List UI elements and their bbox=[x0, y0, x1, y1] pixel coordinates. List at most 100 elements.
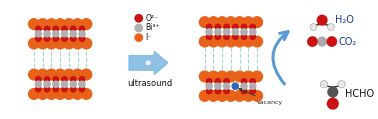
Circle shape bbox=[36, 26, 41, 32]
Circle shape bbox=[217, 17, 228, 27]
Circle shape bbox=[215, 29, 221, 35]
Circle shape bbox=[53, 26, 59, 32]
Circle shape bbox=[215, 83, 221, 89]
Circle shape bbox=[62, 77, 67, 82]
Circle shape bbox=[217, 36, 228, 47]
Circle shape bbox=[328, 87, 338, 97]
Circle shape bbox=[61, 31, 68, 37]
Circle shape bbox=[241, 83, 247, 89]
Circle shape bbox=[64, 19, 74, 29]
Circle shape bbox=[62, 86, 67, 92]
Circle shape bbox=[206, 79, 212, 84]
Circle shape bbox=[223, 29, 230, 35]
Circle shape bbox=[79, 86, 85, 92]
FancyArrowPatch shape bbox=[273, 32, 288, 84]
Circle shape bbox=[44, 26, 50, 32]
Circle shape bbox=[224, 88, 229, 94]
Circle shape bbox=[70, 31, 76, 37]
Circle shape bbox=[232, 83, 239, 89]
Circle shape bbox=[241, 79, 247, 84]
Circle shape bbox=[70, 81, 76, 87]
Circle shape bbox=[327, 98, 338, 109]
Circle shape bbox=[226, 71, 236, 82]
Circle shape bbox=[81, 89, 92, 99]
Circle shape bbox=[64, 38, 74, 49]
Circle shape bbox=[55, 38, 65, 49]
Circle shape bbox=[135, 34, 143, 41]
Circle shape bbox=[250, 24, 256, 30]
Circle shape bbox=[226, 91, 236, 101]
Circle shape bbox=[234, 36, 245, 47]
Circle shape bbox=[318, 37, 327, 46]
Circle shape bbox=[243, 36, 254, 47]
Circle shape bbox=[62, 36, 67, 41]
Circle shape bbox=[79, 36, 85, 41]
Circle shape bbox=[217, 91, 228, 101]
Circle shape bbox=[338, 81, 345, 88]
Circle shape bbox=[226, 36, 236, 47]
Circle shape bbox=[53, 36, 59, 41]
Circle shape bbox=[234, 71, 245, 82]
Circle shape bbox=[79, 81, 85, 87]
Circle shape bbox=[241, 29, 247, 35]
Circle shape bbox=[252, 91, 262, 101]
Circle shape bbox=[44, 81, 50, 87]
Circle shape bbox=[46, 19, 57, 29]
Circle shape bbox=[37, 38, 48, 49]
Text: O²⁻: O²⁻ bbox=[146, 14, 158, 23]
Circle shape bbox=[206, 29, 212, 35]
FancyArrow shape bbox=[129, 51, 168, 74]
Circle shape bbox=[64, 89, 74, 99]
Circle shape bbox=[71, 77, 76, 82]
Circle shape bbox=[232, 24, 238, 30]
Circle shape bbox=[310, 24, 317, 30]
Circle shape bbox=[208, 91, 219, 101]
Circle shape bbox=[71, 86, 76, 92]
Circle shape bbox=[81, 69, 92, 80]
Circle shape bbox=[327, 37, 336, 46]
Circle shape bbox=[206, 24, 212, 30]
Text: ultrasound: ultrasound bbox=[127, 79, 172, 88]
Circle shape bbox=[250, 34, 256, 39]
Circle shape bbox=[135, 24, 143, 32]
Circle shape bbox=[321, 81, 328, 88]
Circle shape bbox=[234, 17, 245, 27]
Circle shape bbox=[215, 34, 220, 39]
Circle shape bbox=[53, 77, 59, 82]
Circle shape bbox=[35, 31, 42, 37]
Circle shape bbox=[241, 88, 247, 94]
Circle shape bbox=[135, 15, 143, 22]
Circle shape bbox=[206, 34, 212, 39]
Circle shape bbox=[224, 79, 229, 84]
Circle shape bbox=[29, 69, 39, 80]
Circle shape bbox=[252, 17, 262, 27]
Circle shape bbox=[44, 77, 50, 82]
Circle shape bbox=[215, 24, 220, 30]
Circle shape bbox=[61, 81, 68, 87]
Circle shape bbox=[243, 71, 254, 82]
Circle shape bbox=[252, 71, 262, 82]
Circle shape bbox=[79, 77, 85, 82]
Circle shape bbox=[29, 38, 39, 49]
Circle shape bbox=[72, 38, 83, 49]
Circle shape bbox=[81, 38, 92, 49]
Circle shape bbox=[72, 69, 83, 80]
Circle shape bbox=[206, 83, 212, 89]
Circle shape bbox=[208, 71, 219, 82]
Circle shape bbox=[308, 37, 317, 46]
Circle shape bbox=[199, 71, 210, 82]
Circle shape bbox=[53, 31, 59, 37]
Text: Bi³⁺: Bi³⁺ bbox=[146, 23, 160, 32]
Circle shape bbox=[208, 17, 219, 27]
Circle shape bbox=[252, 36, 262, 47]
Circle shape bbox=[44, 86, 50, 92]
Circle shape bbox=[71, 26, 76, 32]
Circle shape bbox=[55, 69, 65, 80]
Circle shape bbox=[53, 81, 59, 87]
Circle shape bbox=[232, 29, 239, 35]
Text: H₂O: H₂O bbox=[335, 15, 353, 25]
Circle shape bbox=[64, 69, 74, 80]
Circle shape bbox=[37, 19, 48, 29]
Circle shape bbox=[241, 34, 247, 39]
Circle shape bbox=[199, 36, 210, 47]
